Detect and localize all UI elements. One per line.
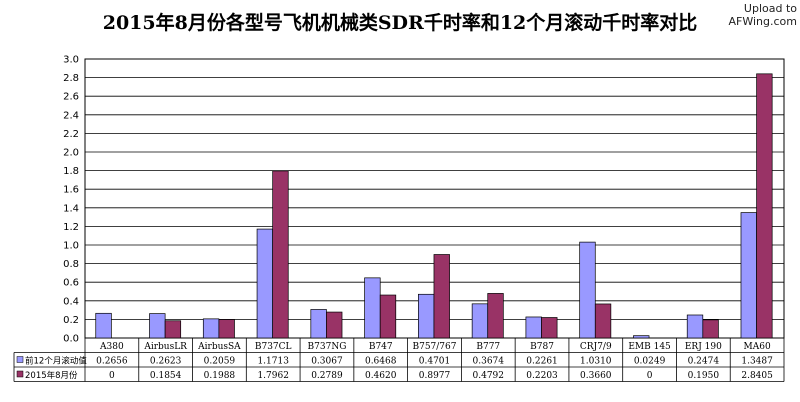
y-tick-label: 2.6	[63, 92, 79, 103]
x-tick-label: AirbusLR	[143, 342, 187, 352]
x-tick-label: B737NG	[308, 342, 347, 352]
data-label: 0.1988	[204, 371, 236, 381]
bar-1	[471, 303, 489, 339]
x-tick-label: ERJ 190	[685, 342, 722, 352]
data-label: 0.4701	[419, 357, 451, 367]
x-tick-label: EMB 145	[628, 342, 671, 352]
bar-2	[272, 170, 289, 339]
bar-2	[379, 294, 397, 339]
y-tick-label: 1.8	[63, 166, 79, 177]
data-label: 0.3674	[473, 357, 505, 367]
y-tick-label: 0.2	[63, 315, 79, 326]
data-label: 1.7962	[257, 371, 289, 381]
data-label: 0.4620	[365, 371, 397, 381]
bar-1	[418, 293, 435, 339]
data-label: 0.2623	[150, 357, 182, 367]
bar-1	[95, 312, 112, 339]
data-label: 0.3660	[580, 371, 612, 381]
x-tick-label: B777	[476, 342, 500, 352]
data-label: 0.2474	[688, 357, 720, 367]
x-tick-label: B757/767	[412, 342, 456, 352]
bar-2	[433, 254, 450, 339]
y-tick-label: 1.0	[63, 241, 79, 252]
y-tick-label: 1.4	[63, 203, 79, 214]
data-label: 0	[109, 371, 115, 381]
bar-1	[579, 241, 596, 339]
legend-label-2: 2015年8月份	[25, 370, 78, 381]
data-label: 2.8405	[741, 371, 773, 381]
data-label: 0.0249	[634, 357, 666, 367]
y-tick-label: 0.4	[63, 296, 79, 307]
bar-2	[218, 319, 235, 339]
y-tick-label: 0.6	[63, 278, 79, 289]
y-tick-label: 1.6	[63, 185, 79, 196]
data-label: 1.1713	[257, 357, 289, 367]
data-label: 0.2789	[311, 371, 343, 381]
x-tick-label: A380	[99, 342, 124, 352]
bar-2	[541, 317, 558, 339]
bar-2	[487, 293, 504, 339]
data-label: 0.2656	[96, 357, 128, 367]
bar-2	[756, 73, 773, 339]
bar-1	[256, 228, 274, 339]
y-tick-label: 2.0	[63, 148, 79, 159]
y-tick-label: 2.8	[63, 73, 79, 84]
y-tick-label: 1.2	[63, 222, 79, 233]
data-label: 0.4792	[473, 371, 505, 381]
bar-1	[633, 335, 650, 339]
legend-key-1	[16, 356, 24, 363]
x-tick-label: B787	[530, 342, 554, 352]
bar-1	[686, 314, 704, 339]
x-tick-label: B747	[369, 342, 393, 352]
bar-1	[364, 277, 381, 339]
chart-title: 2015年8月份各型号飞机机械类SDR千时率和12个月滚动千时率对比	[102, 12, 698, 34]
data-label: 0.1950	[688, 371, 720, 381]
data-label: 0.3067	[311, 357, 343, 367]
bar-1	[202, 318, 220, 339]
x-tick-label: AirbusSA	[197, 342, 241, 352]
x-tick-label: MA60	[744, 342, 771, 352]
y-tick-label: 3.0	[63, 55, 79, 66]
data-label: 0.2059	[204, 357, 236, 367]
data-label: 0	[647, 371, 653, 381]
data-label: 1.3487	[741, 357, 773, 367]
bar-2	[594, 303, 612, 339]
data-label: 0.6468	[365, 357, 397, 367]
data-label: 0.8977	[419, 371, 451, 381]
data-label: 1.0310	[580, 357, 612, 367]
data-label: 0.2203	[526, 371, 558, 381]
bar-1	[740, 212, 757, 339]
data-label: 0.2261	[526, 357, 558, 367]
x-tick-label: B737CL	[255, 342, 292, 352]
y-tick-label: 0.0	[63, 334, 79, 345]
legend-label-1: 前12个月滚动值	[25, 356, 87, 367]
legend-key-2	[16, 370, 24, 378]
watermark-site: AFWing.com	[728, 15, 798, 28]
y-tick-label: 0.8	[63, 259, 79, 270]
watermark-upload: Upload to	[743, 2, 797, 15]
bar-2	[164, 320, 182, 339]
bar-1	[525, 316, 542, 339]
bar-2	[702, 319, 719, 339]
x-tick-label: CRJ7/9	[580, 342, 612, 352]
bar-1	[310, 309, 327, 339]
y-tick-label: 2.4	[63, 110, 79, 121]
y-tick-label: 2.2	[63, 129, 79, 140]
bar-2	[326, 311, 343, 339]
bar-1	[149, 313, 166, 339]
data-label: 0.1854	[150, 371, 182, 381]
